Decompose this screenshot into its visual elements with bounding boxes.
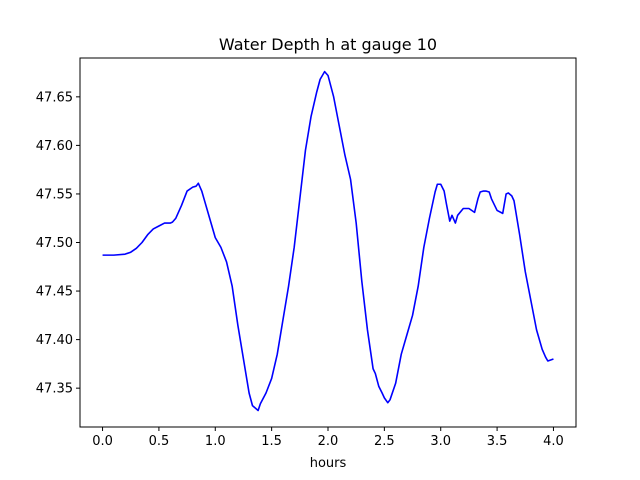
x-tick-label: 0.5: [149, 434, 170, 449]
y-tick-label: 47.65: [36, 90, 73, 105]
y-tick-label: 47.50: [36, 236, 73, 251]
x-tick-label: 3.0: [430, 434, 451, 449]
y-tick-label: 47.40: [36, 333, 73, 348]
series-layer: [102, 70, 554, 412]
x-tick-label: 2.5: [374, 434, 395, 449]
y-axis: 47.35 47.40 47.45 47.50 47.55 47.60 47.65: [36, 90, 80, 397]
y-tick-label: 47.60: [36, 139, 73, 154]
x-tick-label: 4.0: [543, 434, 564, 449]
x-axis-label: hours: [310, 456, 347, 471]
x-tick-label: 1.5: [261, 434, 282, 449]
x-tick-label: 2.0: [318, 434, 339, 449]
x-tick-label: 0.0: [92, 434, 113, 449]
chart-title: Water Depth h at gauge 10: [219, 35, 437, 54]
y-tick-label: 47.55: [36, 187, 73, 202]
x-tick-label: 3.5: [487, 434, 508, 449]
x-axis: 0.0 0.5 1.0 1.5 2.0 2.5 3.0 3.5 4.0: [92, 427, 564, 449]
y-tick-label: 47.35: [36, 382, 73, 397]
plot-area: [80, 58, 576, 427]
y-tick-label: 47.45: [36, 285, 73, 300]
series-line: [102, 70, 554, 412]
x-tick-label: 1.0: [205, 434, 226, 449]
